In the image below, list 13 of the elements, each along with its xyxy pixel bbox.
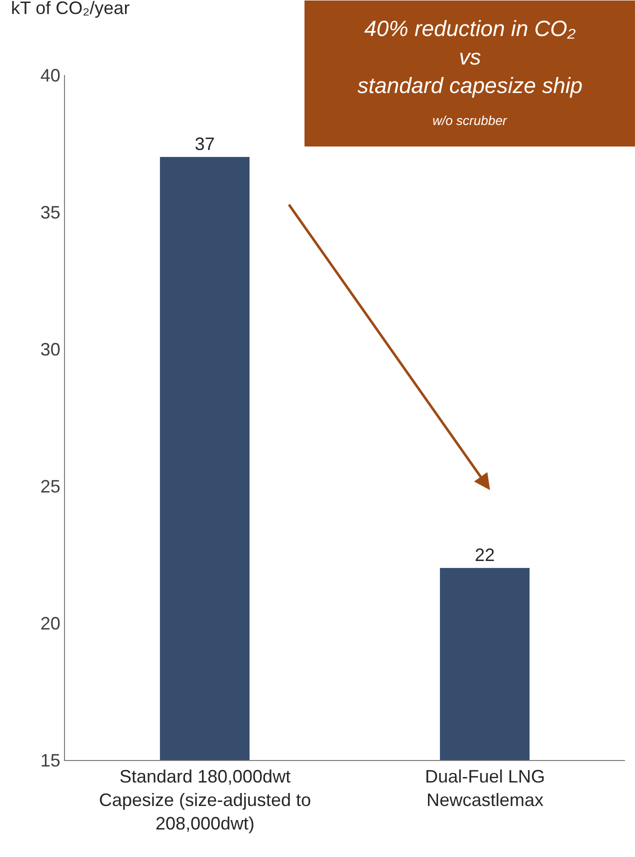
- annotation: w/o scrubber: [432, 113, 508, 128]
- annotation: 40% reduction in CO₂ vs standard capesize ship: [357, 16, 583, 98]
- data-label: 37: [194, 134, 215, 154]
- y-tick-label: 15: [40, 750, 60, 770]
- y-tick-label: 35: [40, 202, 60, 222]
- y-tick-label: 40: [40, 65, 60, 86]
- data-label: 22: [474, 544, 495, 565]
- y-axis-title: kT of CO₂/year: [11, 0, 130, 18]
- x-tick-label: Standard 180,000dwt Capesize (size-adjusted to 208,000dwt): [98, 766, 312, 834]
- y-tick-label: 30: [40, 339, 60, 360]
- y-tick-label: 20: [40, 613, 60, 634]
- x-tick-label: Dual-Fuel LNG Newcastlemax: [424, 766, 546, 810]
- y-tick-label: 25: [40, 476, 60, 496]
